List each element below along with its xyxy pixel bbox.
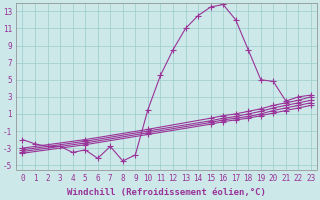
X-axis label: Windchill (Refroidissement éolien,°C): Windchill (Refroidissement éolien,°C) [67,188,266,197]
